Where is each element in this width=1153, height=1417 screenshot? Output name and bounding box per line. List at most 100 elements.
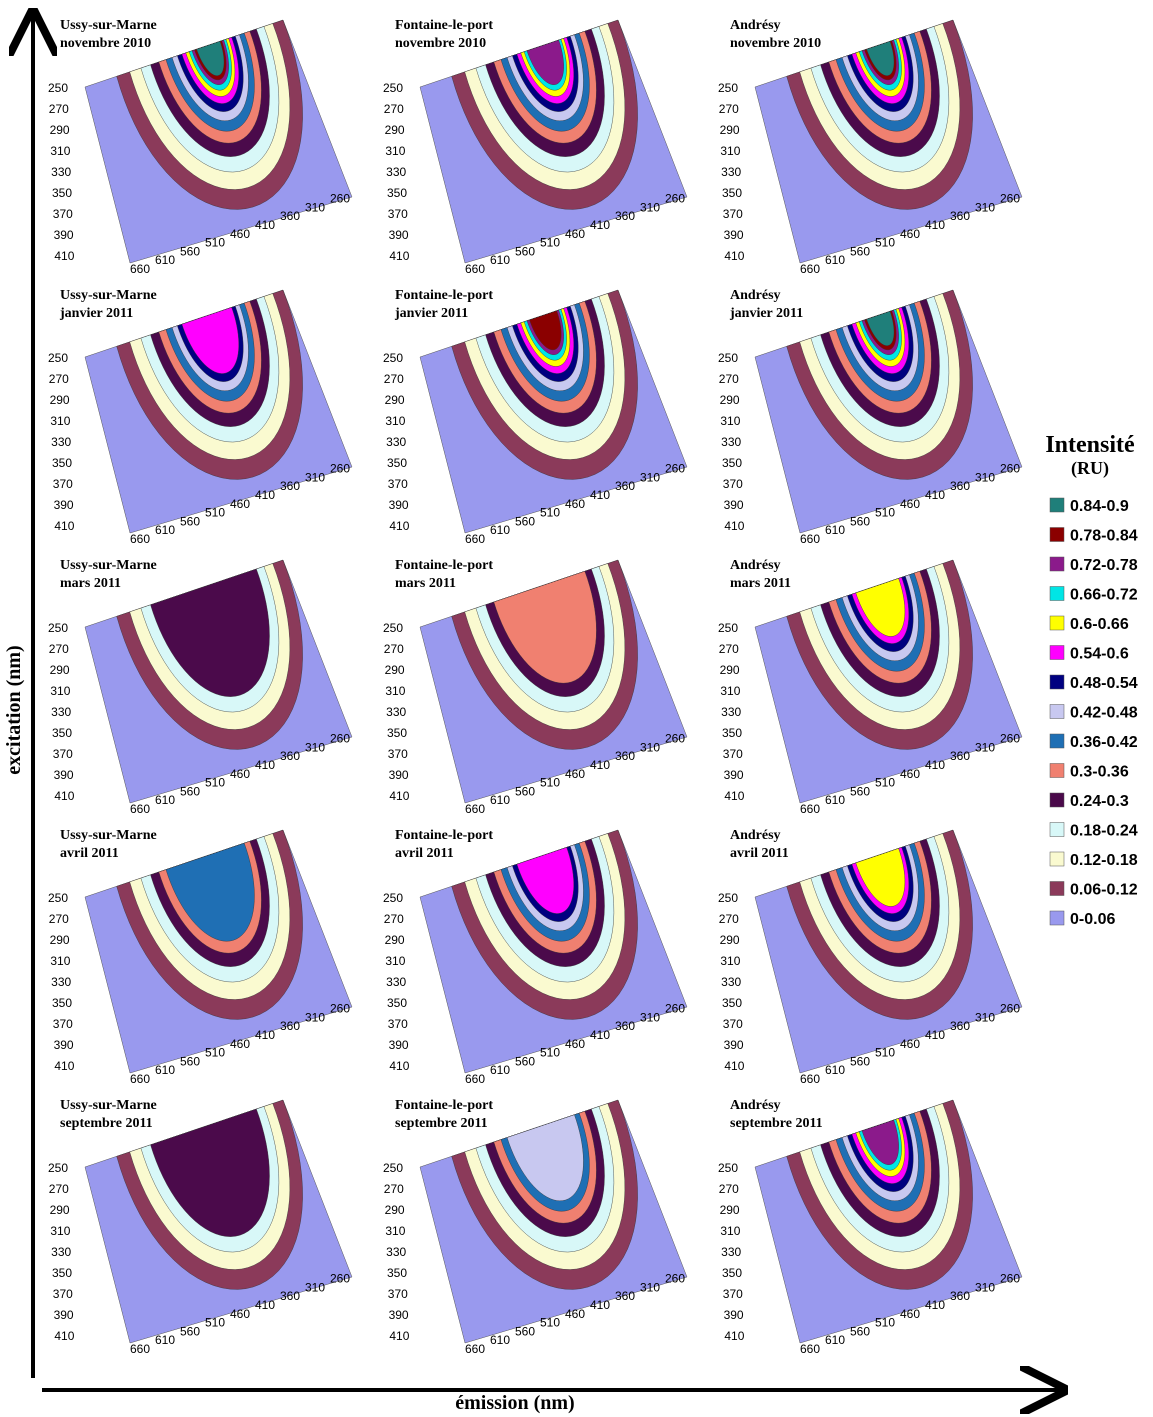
emission-tick-label: 360 (615, 209, 635, 223)
panel-date: avril 2011 (60, 846, 119, 861)
emission-tick-label: 260 (330, 1272, 350, 1286)
excitation-tick-label: 310 (720, 144, 740, 158)
emission-tick-label: 310 (975, 200, 995, 214)
emission-tick-label: 310 (305, 200, 325, 214)
panel: Fontaine-le-port mars 2011 250 270 290 310 330… (383, 558, 688, 816)
emission-tick-label: 260 (330, 1002, 350, 1016)
emission-tick-label: 560 (515, 784, 535, 798)
emission-tick-label: 360 (280, 209, 300, 223)
emission-tick-label: 610 (490, 1063, 510, 1077)
panel-date: septembre 2011 (60, 1116, 153, 1131)
excitation-tick-label: 370 (723, 207, 743, 221)
excitation-tick-label: 270 (384, 372, 404, 386)
excitation-tick-label: 250 (383, 621, 403, 635)
emission-tick-label: 610 (825, 1063, 845, 1077)
legend-swatch (1049, 497, 1065, 513)
excitation-tick-label: 270 (49, 372, 69, 386)
contour-band (529, 310, 562, 351)
excitation-tick-label: 390 (389, 1038, 409, 1052)
emission-tick-label: 410 (255, 758, 275, 772)
emission-tick-label: 660 (800, 1072, 820, 1086)
excitation-tick-label: 330 (51, 165, 71, 179)
legend-unit: (RU) (1071, 458, 1109, 479)
panel-site: Andrésy (730, 828, 781, 843)
panel-date: avril 2011 (730, 846, 789, 861)
emission-tick-label: 660 (130, 1342, 150, 1356)
excitation-tick-label: 390 (54, 498, 74, 512)
emission-tick-label: 360 (950, 749, 970, 763)
excitation-tick-label: 270 (49, 1182, 69, 1196)
excitation-tick-label: 270 (49, 102, 69, 116)
panel-date: novembre 2010 (730, 36, 821, 51)
emission-tick-label: 360 (280, 1289, 300, 1303)
contour-band (506, 1114, 584, 1202)
emission-tick-label: 660 (130, 262, 150, 276)
excitation-tick-label: 310 (50, 954, 70, 968)
legend-swatch (1049, 586, 1065, 601)
emission-tick-label: 260 (1000, 1272, 1020, 1286)
excitation-tick-label: 310 (50, 684, 70, 698)
excitation-tick-label: 290 (50, 933, 70, 947)
excitation-tick-label: 270 (384, 1182, 404, 1196)
legend-label: 0.72-0.78 (1070, 557, 1138, 574)
emission-tick-label: 410 (255, 218, 275, 232)
panel-site: Ussy-sur-Marne (60, 558, 157, 573)
emission-tick-label: 610 (825, 1333, 845, 1347)
emission-tick-label: 510 (875, 236, 895, 250)
emission-tick-label: 510 (205, 1046, 225, 1060)
excitation-tick-label: 330 (51, 435, 71, 449)
excitation-tick-label: 250 (48, 351, 68, 365)
legend-swatch (1049, 822, 1065, 837)
emission-tick-label: 410 (255, 1298, 275, 1312)
excitation-tick-label: 270 (719, 102, 739, 116)
excitation-tick-label: 290 (720, 1203, 740, 1217)
legend-label: 0-0.06 (1070, 911, 1115, 928)
emission-tick-label: 460 (230, 1307, 250, 1321)
emission-tick-label: 510 (875, 1316, 895, 1330)
emission-tick-label: 660 (130, 532, 150, 546)
panel-date: septembre 2011 (730, 1116, 823, 1131)
excitation-tick-label: 250 (48, 1161, 68, 1175)
excitation-tick-label: 250 (383, 81, 403, 95)
panel-site: Fontaine-le-port (395, 1098, 493, 1113)
contour-band (150, 568, 270, 697)
excitation-tick-label: 270 (719, 1182, 739, 1196)
legend-label: 0.06-0.12 (1070, 882, 1138, 899)
emission-tick-label: 260 (330, 192, 350, 206)
excitation-tick-label: 270 (49, 642, 69, 656)
excitation-tick-label: 270 (384, 642, 404, 656)
panel-date: novembre 2010 (395, 36, 486, 51)
emission-tick-label: 510 (875, 1046, 895, 1060)
excitation-tick-label: 250 (48, 81, 68, 95)
emission-tick-label: 310 (975, 1280, 995, 1294)
emission-tick-label: 460 (230, 497, 250, 511)
emission-tick-label: 460 (900, 497, 920, 511)
emission-tick-label: 660 (800, 1342, 820, 1356)
excitation-tick-label: 250 (48, 891, 68, 905)
emission-tick-label: 560 (515, 1054, 535, 1068)
contour-band (196, 41, 225, 76)
contour-band (165, 842, 255, 942)
excitation-tick-label: 410 (389, 1329, 409, 1343)
excitation-tick-label: 350 (52, 996, 72, 1010)
emission-tick-label: 560 (515, 1324, 535, 1338)
excitation-tick-label: 270 (719, 642, 739, 656)
emission-tick-label: 660 (800, 802, 820, 816)
excitation-tick-label: 410 (724, 1329, 744, 1343)
emission-tick-label: 510 (875, 776, 895, 790)
excitation-tick-label: 390 (389, 228, 409, 242)
excitation-tick-label: 410 (724, 249, 744, 263)
emission-tick-label: 460 (565, 1307, 585, 1321)
emission-tick-label: 360 (280, 749, 300, 763)
legend-label: 0.3-0.36 (1070, 764, 1129, 781)
excitation-tick-label: 410 (389, 1059, 409, 1073)
emission-tick-label: 460 (565, 227, 585, 241)
emission-tick-label: 560 (850, 244, 870, 258)
panel-site: Ussy-sur-Marne (60, 288, 157, 303)
excitation-tick-label: 270 (384, 912, 404, 926)
emission-tick-label: 410 (925, 1298, 945, 1312)
emission-tick-label: 510 (540, 506, 560, 520)
emission-tick-label: 260 (665, 192, 685, 206)
excitation-tick-label: 350 (387, 456, 407, 470)
emission-tick-label: 260 (665, 1002, 685, 1016)
